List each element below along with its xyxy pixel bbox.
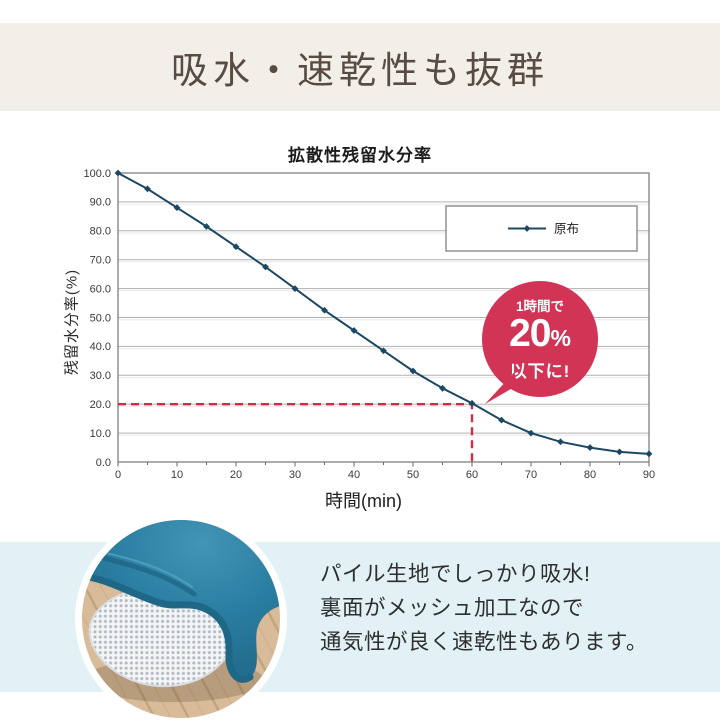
legend-marker <box>523 225 531 232</box>
data-point-marker <box>380 347 387 355</box>
x-tick-label: 60 <box>466 469 478 481</box>
badge-line-value: 20% <box>509 311 571 362</box>
x-tick-label: 70 <box>525 469 537 481</box>
data-point-marker <box>468 399 476 407</box>
x-axis-label: 時間(min) <box>325 491 402 511</box>
badge-unit: % <box>550 324 571 351</box>
y-tick-label: 40.0 <box>90 341 111 353</box>
data-point-marker <box>173 204 181 212</box>
y-tick-label: 20.0 <box>90 399 111 411</box>
y-tick-label: 100.0 <box>83 168 111 180</box>
x-tick-label: 20 <box>230 469 242 481</box>
data-point-marker <box>232 243 240 251</box>
data-point-marker <box>586 444 594 451</box>
data-point-marker <box>203 223 210 230</box>
data-point-marker <box>114 169 122 177</box>
mat-photo-illustration <box>82 520 280 718</box>
x-tick-label: 80 <box>584 469 596 481</box>
data-point-marker <box>262 263 269 271</box>
data-point-marker <box>645 450 653 458</box>
y-tick-label: 50.0 <box>90 312 111 324</box>
mat-fold-ridge <box>93 553 197 597</box>
caption-line: 裏面がメッシュ加工なので <box>320 596 585 620</box>
legend-label: 原布 <box>554 222 579 236</box>
data-point-marker <box>557 438 564 446</box>
header-band: 吸水・速乾性も抜群 <box>0 23 720 111</box>
x-tick-label: 40 <box>348 469 360 481</box>
x-tick-label: 90 <box>643 469 655 481</box>
data-point-marker <box>527 429 535 437</box>
x-tick-label: 10 <box>171 469 183 481</box>
x-tick-label: 30 <box>289 469 301 481</box>
mat-folded-edge <box>82 572 254 683</box>
badge-line-bottom: 以下に! <box>509 361 571 381</box>
data-point-marker <box>350 327 358 334</box>
x-tick-label: 0 <box>115 469 121 481</box>
caption-line: パイル生地でしっかり吸水! <box>320 562 591 586</box>
y-tick-label: 70.0 <box>90 255 111 267</box>
page-title: 吸水・速乾性も抜群 <box>171 51 549 92</box>
highlight-badge: 1時間で 20% 以下に! <box>482 281 598 404</box>
data-point-marker <box>498 416 505 424</box>
caption-text-block: パイル生地でしっかり吸水! 裏面がメッシュ加工なので 通気性が良く速乾性もありま… <box>320 557 648 659</box>
caption-line: 通気性が良く速乾性もあります。 <box>320 630 648 654</box>
y-tick-label: 30.0 <box>90 370 111 382</box>
badge-tail-pointer <box>485 372 517 404</box>
data-point-marker <box>409 367 417 375</box>
data-point-marker <box>144 185 151 193</box>
y-tick-label: 0.0 <box>96 457 111 469</box>
data-point-marker <box>616 448 623 456</box>
y-tick-label: 10.0 <box>90 428 111 440</box>
y-tick-label: 80.0 <box>90 226 111 238</box>
y-tick-label: 60.0 <box>90 283 111 295</box>
legend-box <box>445 205 638 252</box>
y-axis-label: 残留水分率(%) <box>63 268 81 376</box>
badge-value: 20 <box>509 311 551 355</box>
mat-fold-highlight <box>97 550 193 588</box>
x-tick-label: 50 <box>407 469 419 481</box>
y-tick-label: 90.0 <box>90 197 111 209</box>
data-point-marker <box>291 285 299 292</box>
threshold-dashed-line <box>118 403 474 462</box>
data-point-marker <box>321 306 328 314</box>
chart-title: 拡散性残留水分率 <box>288 146 432 165</box>
product-photo-circle <box>82 520 280 718</box>
data-point-marker <box>439 384 446 392</box>
